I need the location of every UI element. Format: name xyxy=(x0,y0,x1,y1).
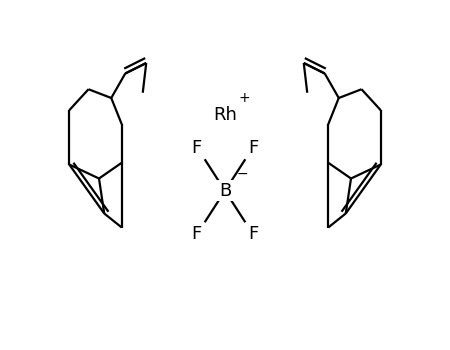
Text: F: F xyxy=(191,139,202,157)
Text: F: F xyxy=(248,225,259,243)
Text: −: − xyxy=(236,167,248,181)
Text: F: F xyxy=(191,225,202,243)
Text: F: F xyxy=(248,139,259,157)
Text: Rh: Rh xyxy=(213,106,237,125)
Text: B: B xyxy=(219,182,231,200)
Text: +: + xyxy=(239,91,251,105)
